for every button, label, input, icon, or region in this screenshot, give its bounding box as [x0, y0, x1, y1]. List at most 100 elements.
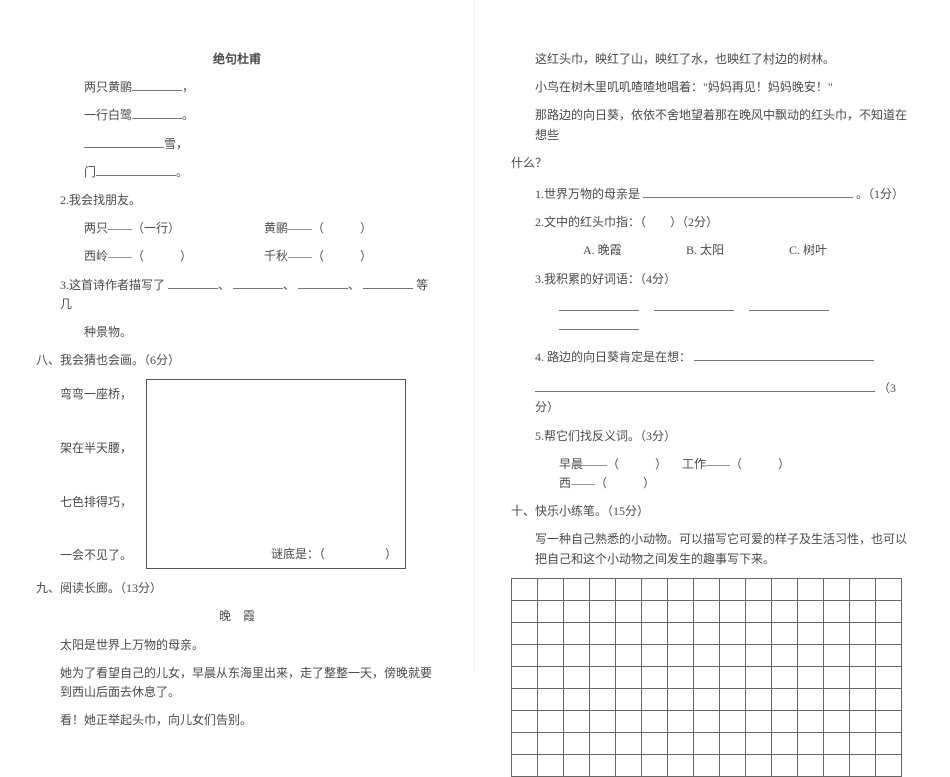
writing-cell[interactable]	[694, 578, 720, 600]
writing-grid[interactable]	[511, 578, 902, 777]
writing-cell[interactable]	[642, 754, 668, 776]
writing-cell[interactable]	[512, 644, 538, 666]
writing-cell[interactable]	[850, 578, 876, 600]
writing-cell[interactable]	[876, 578, 902, 600]
blank[interactable]	[749, 299, 829, 311]
writing-cell[interactable]	[616, 732, 642, 754]
writing-cell[interactable]	[824, 578, 850, 600]
blank[interactable]	[363, 277, 413, 289]
writing-cell[interactable]	[668, 578, 694, 600]
blank[interactable]	[535, 380, 875, 392]
writing-cell[interactable]	[746, 732, 772, 754]
writing-cell[interactable]	[590, 666, 616, 688]
pair-item[interactable]: 西岭——（ ）	[84, 247, 264, 266]
writing-cell[interactable]	[824, 710, 850, 732]
writing-cell[interactable]	[772, 578, 798, 600]
writing-cell[interactable]	[720, 710, 746, 732]
writing-cell[interactable]	[850, 732, 876, 754]
writing-cell[interactable]	[720, 732, 746, 754]
blank[interactable]	[84, 136, 164, 148]
pair-item[interactable]: 黄鹂——（ ）	[264, 219, 372, 238]
writing-cell[interactable]	[668, 600, 694, 622]
writing-cell[interactable]	[746, 688, 772, 710]
option-c[interactable]: C. 树叶	[789, 241, 889, 260]
writing-cell[interactable]	[720, 688, 746, 710]
blank[interactable]	[233, 277, 283, 289]
writing-cell[interactable]	[720, 622, 746, 644]
writing-cell[interactable]	[720, 644, 746, 666]
writing-cell[interactable]	[616, 578, 642, 600]
writing-cell[interactable]	[720, 666, 746, 688]
writing-cell[interactable]	[564, 622, 590, 644]
writing-cell[interactable]	[590, 688, 616, 710]
writing-cell[interactable]	[668, 754, 694, 776]
writing-cell[interactable]	[824, 622, 850, 644]
drawing-box[interactable]: 谜底是：（ ）	[146, 379, 406, 569]
writing-cell[interactable]	[876, 710, 902, 732]
writing-cell[interactable]	[564, 666, 590, 688]
writing-cell[interactable]	[694, 754, 720, 776]
writing-cell[interactable]	[746, 710, 772, 732]
writing-cell[interactable]	[590, 578, 616, 600]
writing-cell[interactable]	[668, 710, 694, 732]
writing-cell[interactable]	[616, 622, 642, 644]
writing-cell[interactable]	[668, 644, 694, 666]
writing-cell[interactable]	[538, 732, 564, 754]
writing-cell[interactable]	[694, 644, 720, 666]
blank[interactable]	[96, 164, 176, 176]
writing-cell[interactable]	[798, 600, 824, 622]
writing-cell[interactable]	[720, 600, 746, 622]
antonym-item[interactable]: 早晨——（ ）	[559, 455, 679, 474]
writing-cell[interactable]	[694, 688, 720, 710]
writing-cell[interactable]	[798, 688, 824, 710]
writing-cell[interactable]	[694, 710, 720, 732]
writing-cell[interactable]	[694, 666, 720, 688]
writing-cell[interactable]	[538, 754, 564, 776]
writing-cell[interactable]	[876, 754, 902, 776]
writing-cell[interactable]	[876, 622, 902, 644]
writing-cell[interactable]	[772, 710, 798, 732]
option-b[interactable]: B. 太阳	[686, 241, 786, 260]
writing-cell[interactable]	[642, 578, 668, 600]
option-a[interactable]: A. 晚霞	[583, 241, 683, 260]
writing-cell[interactable]	[746, 622, 772, 644]
writing-cell[interactable]	[772, 754, 798, 776]
writing-cell[interactable]	[590, 622, 616, 644]
pair-item[interactable]: 千秋——（ ）	[264, 247, 372, 266]
writing-cell[interactable]	[590, 732, 616, 754]
writing-cell[interactable]	[564, 754, 590, 776]
writing-cell[interactable]	[590, 644, 616, 666]
writing-cell[interactable]	[850, 644, 876, 666]
writing-cell[interactable]	[642, 644, 668, 666]
writing-cell[interactable]	[824, 600, 850, 622]
writing-cell[interactable]	[876, 644, 902, 666]
writing-cell[interactable]	[746, 600, 772, 622]
writing-cell[interactable]	[746, 644, 772, 666]
writing-cell[interactable]	[850, 754, 876, 776]
writing-cell[interactable]	[538, 578, 564, 600]
writing-cell[interactable]	[876, 732, 902, 754]
writing-cell[interactable]	[512, 732, 538, 754]
writing-cell[interactable]	[772, 666, 798, 688]
blank[interactable]	[132, 107, 182, 119]
writing-cell[interactable]	[668, 666, 694, 688]
writing-cell[interactable]	[616, 688, 642, 710]
writing-cell[interactable]	[538, 688, 564, 710]
writing-cell[interactable]	[512, 710, 538, 732]
writing-cell[interactable]	[876, 600, 902, 622]
writing-cell[interactable]	[616, 644, 642, 666]
writing-cell[interactable]	[824, 666, 850, 688]
blank[interactable]	[654, 299, 734, 311]
writing-cell[interactable]	[850, 710, 876, 732]
writing-cell[interactable]	[668, 688, 694, 710]
writing-cell[interactable]	[772, 688, 798, 710]
writing-cell[interactable]	[538, 666, 564, 688]
writing-cell[interactable]	[564, 578, 590, 600]
writing-cell[interactable]	[642, 688, 668, 710]
writing-cell[interactable]	[746, 666, 772, 688]
writing-cell[interactable]	[720, 754, 746, 776]
writing-cell[interactable]	[746, 578, 772, 600]
writing-cell[interactable]	[668, 732, 694, 754]
writing-cell[interactable]	[798, 622, 824, 644]
writing-cell[interactable]	[850, 622, 876, 644]
